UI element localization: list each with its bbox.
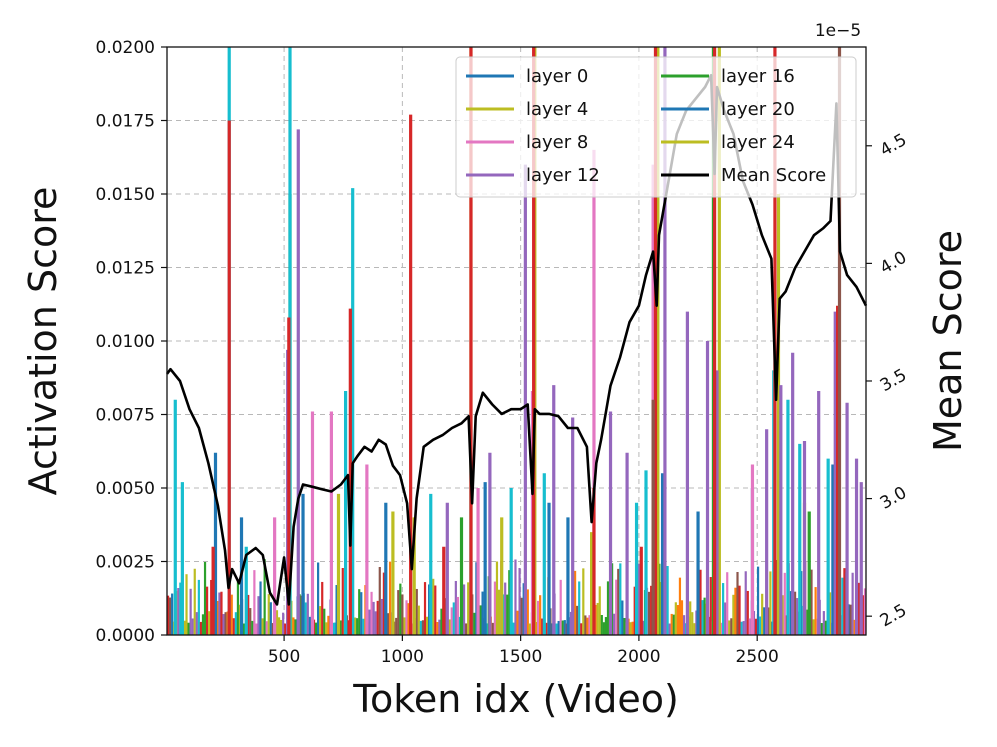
y-tick-label-2: 0.0050 — [96, 479, 155, 499]
legend: layer 0 layer 4 layer 8 layer 12 layer 16 lay… — [455, 56, 857, 198]
x-tick-label-0: 500 — [268, 647, 300, 667]
y-tick-label-8: 0.0200 — [96, 38, 155, 58]
legend-label-1: layer 4 — [526, 99, 588, 120]
y-tick-label-1: 0.0025 — [96, 553, 155, 573]
activation-bars — [166, 47, 867, 635]
y-tick-label-7: 0.0175 — [96, 112, 155, 132]
x-tick-label-1: 1000 — [381, 647, 424, 667]
legend-label-3: layer 12 — [526, 165, 600, 186]
y2-offset-label: 1e−5 — [815, 21, 861, 41]
x-axis-title: Token idx (Video) — [352, 677, 679, 721]
legend-label-4: layer 16 — [721, 66, 795, 87]
legend-label-2: layer 8 — [526, 132, 588, 153]
y-axis-ticks: 0.0000 0.0025 0.0050 0.0075 0.0100 0.0125 0.01… — [96, 38, 167, 646]
legend-label-7: Mean Score — [721, 165, 826, 186]
x-axis-ticks: 500 1000 1500 2000 2500 — [268, 635, 779, 667]
y-axis-title: Activation Score — [21, 187, 65, 496]
x-tick-label-4: 2500 — [736, 647, 779, 667]
y-tick-label-6: 0.0150 — [96, 185, 155, 205]
grid — [167, 46, 866, 635]
x-tick-label-2: 1500 — [499, 647, 542, 667]
y-tick-label-5: 0.0125 — [96, 259, 155, 279]
legend-label-6: layer 24 — [721, 132, 795, 153]
legend-label-0: layer 0 — [526, 66, 588, 87]
y-tick-label-0: 0.0000 — [96, 626, 155, 646]
y2-axis-title: Mean Score — [926, 230, 970, 452]
x-tick-label-3: 2000 — [617, 647, 660, 667]
y-tick-label-4: 0.0100 — [96, 332, 155, 352]
legend-label-5: layer 20 — [721, 99, 795, 120]
legend-box — [455, 56, 857, 198]
y-tick-label-3: 0.0075 — [96, 406, 155, 426]
